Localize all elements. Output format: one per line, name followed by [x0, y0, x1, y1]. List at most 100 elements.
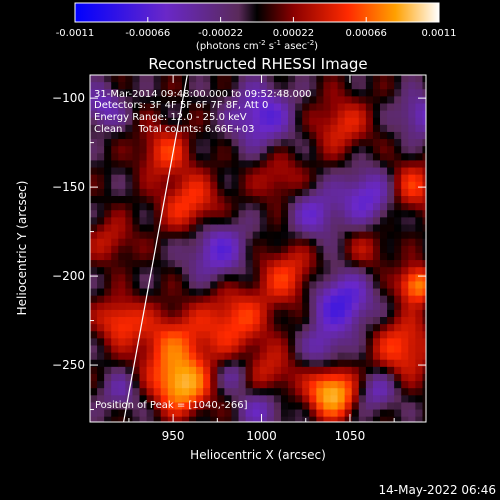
heat-cell [387, 188, 395, 197]
heat-cell [118, 295, 126, 304]
heat-cell [394, 252, 402, 261]
heat-cell [160, 331, 169, 339]
heat-cell [280, 181, 289, 190]
heat-cell [189, 224, 197, 233]
heat-cell [132, 416, 141, 422]
heat-cell [280, 146, 289, 154]
heat-cell [337, 288, 346, 297]
heat-cell [288, 139, 296, 147]
heat-cell [380, 366, 388, 375]
heat-cell [132, 146, 141, 154]
heat-cell [224, 174, 233, 183]
heat-cell [358, 352, 367, 361]
heat-cell [380, 409, 388, 418]
heat-cell [259, 302, 268, 311]
heat-cell [394, 388, 402, 396]
heat-cell [358, 82, 367, 90]
heat-cell [408, 75, 416, 83]
heat-cell [273, 281, 282, 290]
heat-cell [372, 366, 381, 375]
heat-cell [309, 131, 317, 140]
heat-cell [231, 196, 240, 204]
heat-cell [196, 238, 204, 247]
heat-cell [231, 181, 240, 190]
heat-cell [153, 288, 162, 297]
heat-cell [323, 345, 332, 354]
heat-cell [387, 196, 395, 204]
heat-cell [245, 381, 254, 389]
heat-cell [132, 252, 141, 261]
heat-cell [189, 188, 197, 197]
heat-cell [238, 260, 247, 268]
heat-cell [125, 117, 134, 126]
heat-cell [415, 196, 424, 204]
heat-cell [330, 309, 339, 318]
heat-cell [415, 203, 424, 211]
heat-cell [358, 366, 367, 375]
heat-cell [302, 174, 310, 183]
heat-cell [153, 96, 162, 105]
heat-cell [238, 181, 247, 190]
heat-cell [210, 267, 218, 275]
heat-cell [104, 217, 112, 226]
heat-cell [302, 267, 310, 275]
heat-cell [174, 395, 183, 404]
heat-cell [238, 75, 247, 83]
heat-cell [189, 373, 197, 382]
heat-cell [302, 281, 310, 290]
heat-cell [139, 317, 148, 325]
heat-cell [266, 373, 275, 382]
heat-cell [217, 281, 225, 290]
heat-cell [330, 124, 339, 133]
heat-cell [280, 174, 289, 183]
heat-cell [295, 203, 303, 211]
heat-cell [160, 167, 169, 176]
heat-cell [351, 238, 360, 247]
heat-cell [309, 96, 317, 105]
heat-cell [422, 281, 426, 290]
heat-cell [259, 167, 268, 176]
heat-cell [153, 188, 162, 197]
heat-cell [372, 224, 381, 233]
heat-cell [111, 416, 119, 422]
heat-cell [273, 75, 282, 83]
heat-cell [245, 338, 254, 347]
heat-cell [167, 416, 176, 422]
heat-cell [309, 238, 317, 247]
heat-cell [394, 238, 402, 247]
heat-cell [316, 146, 325, 154]
heat-cell [330, 217, 339, 226]
heat-cell [217, 153, 225, 162]
heat-cell [245, 366, 254, 375]
heat-cell [394, 302, 402, 311]
heat-cell [337, 416, 346, 422]
heat-cell [330, 181, 339, 190]
heat-cell [422, 288, 426, 297]
heat-cell [415, 288, 424, 297]
heat-cell [167, 245, 176, 254]
heat-cell [330, 196, 339, 204]
heat-cell [245, 231, 254, 240]
heat-cell [224, 110, 233, 119]
heat-cell [139, 224, 148, 233]
heat-cell [224, 153, 233, 162]
heat-cell [288, 359, 296, 368]
heat-cell [380, 139, 388, 147]
heat-cell [238, 188, 247, 197]
heat-cell [217, 210, 225, 218]
heat-cell [196, 124, 204, 133]
heat-cell [153, 416, 162, 422]
heat-cell [280, 245, 289, 254]
heat-cell [224, 317, 233, 325]
heat-cell [295, 373, 303, 382]
heat-cell [189, 416, 197, 422]
heat-cell [394, 96, 402, 105]
heat-cell [309, 160, 317, 169]
heat-cell [358, 131, 367, 140]
heat-cell [160, 124, 169, 133]
heat-cell [351, 309, 360, 318]
heat-cell [231, 416, 240, 422]
heat-cell [394, 196, 402, 204]
heat-cell [266, 345, 275, 354]
heat-cell [132, 210, 141, 218]
